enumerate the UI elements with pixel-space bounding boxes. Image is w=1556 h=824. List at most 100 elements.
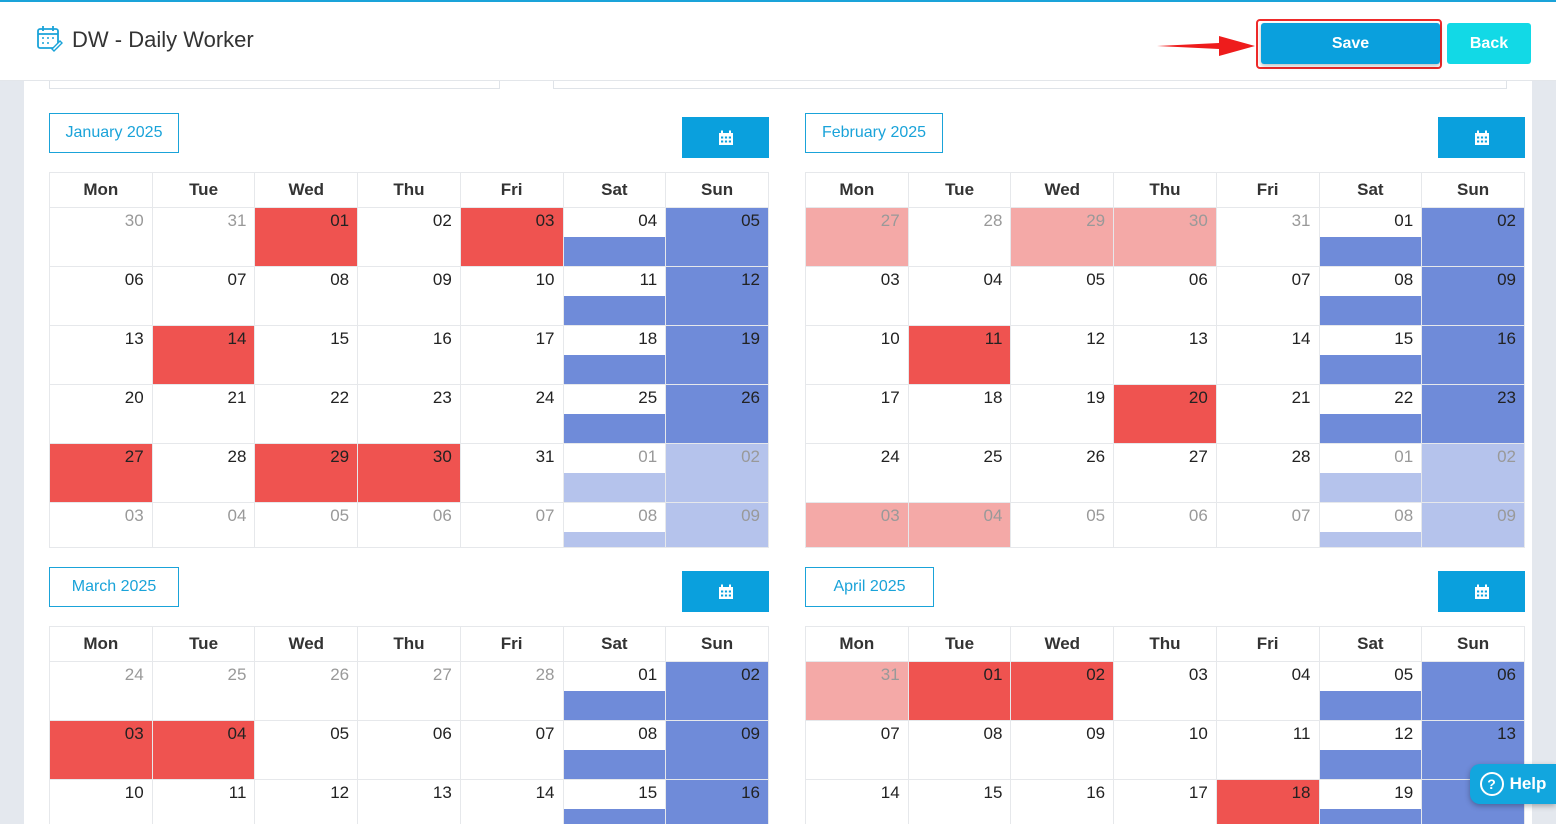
day-cell[interactable]: 22 [254,384,359,444]
day-cell[interactable]: 20 [1113,384,1217,444]
day-cell[interactable]: 10 [49,779,153,824]
day-cell[interactable]: 12 [254,779,359,824]
day-cell[interactable]: 03 [805,266,909,326]
month-label[interactable]: January 2025 [49,113,179,153]
day-cell[interactable]: 06 [1421,661,1525,721]
day-cell[interactable]: 21 [151,384,256,444]
day-cell[interactable]: 12 [665,266,769,326]
day-cell[interactable]: 05 [665,207,769,267]
day-cell[interactable]: 15 [562,779,667,824]
day-cell[interactable]: 02 [1421,207,1525,267]
day-cell[interactable]: 06 [49,266,153,326]
day-cell[interactable]: 11 [151,779,256,824]
day-cell[interactable]: 05 [254,502,359,548]
day-cell[interactable]: 26 [1010,443,1115,503]
save-button[interactable]: Save [1261,23,1440,64]
day-cell[interactable]: 07 [1215,266,1320,326]
day-cell[interactable]: 06 [357,720,461,780]
day-cell[interactable]: 15 [907,779,1012,824]
day-cell[interactable]: 10 [805,325,909,385]
day-cell[interactable]: 24 [805,443,909,503]
day-cell[interactable]: 04 [907,266,1012,326]
month-label[interactable]: April 2025 [805,567,934,607]
day-cell[interactable]: 28 [907,207,1012,267]
day-cell[interactable]: 25 [151,661,256,721]
day-cell[interactable]: 01 [1318,443,1423,503]
day-cell[interactable]: 08 [562,720,667,780]
day-cell[interactable]: 05 [1010,266,1115,326]
day-cell[interactable]: 02 [1010,661,1115,721]
day-cell[interactable]: 18 [562,325,667,385]
day-cell[interactable]: 09 [1421,502,1525,548]
day-cell[interactable]: 02 [665,661,769,721]
month-label[interactable]: February 2025 [805,113,943,153]
day-cell[interactable]: 08 [562,502,667,548]
day-cell[interactable]: 05 [254,720,359,780]
day-cell[interactable]: 19 [665,325,769,385]
day-cell[interactable]: 01 [254,207,359,267]
day-cell[interactable]: 04 [151,502,256,548]
day-cell[interactable]: 15 [1318,325,1423,385]
day-cell[interactable]: 04 [562,207,667,267]
day-cell[interactable]: 19 [1010,384,1115,444]
day-cell[interactable]: 19 [1318,779,1423,824]
day-cell[interactable]: 26 [665,384,769,444]
day-cell[interactable]: 17 [459,325,564,385]
back-button[interactable]: Back [1447,23,1531,64]
day-cell[interactable]: 27 [49,443,153,503]
day-cell[interactable]: 02 [1421,443,1525,503]
day-cell[interactable]: 11 [1215,720,1320,780]
day-cell[interactable]: 13 [49,325,153,385]
day-cell[interactable]: 27 [1113,443,1217,503]
day-cell[interactable]: 28 [1215,443,1320,503]
day-cell[interactable]: 05 [1318,661,1423,721]
day-cell[interactable]: 06 [357,502,461,548]
filter-field-left[interactable] [49,80,500,89]
day-cell[interactable]: 28 [151,443,256,503]
day-cell[interactable]: 03 [49,720,153,780]
day-cell[interactable]: 29 [254,443,359,503]
day-cell[interactable]: 11 [562,266,667,326]
day-cell[interactable]: 10 [1113,720,1217,780]
day-cell[interactable]: 22 [1318,384,1423,444]
day-cell[interactable]: 01 [562,443,667,503]
day-cell[interactable]: 31 [1215,207,1320,267]
day-cell[interactable]: 18 [907,384,1012,444]
day-cell[interactable]: 23 [357,384,461,444]
day-cell[interactable]: 13 [357,779,461,824]
month-label[interactable]: March 2025 [49,567,179,607]
day-cell[interactable]: 30 [49,207,153,267]
day-cell[interactable]: 16 [1010,779,1115,824]
day-cell[interactable]: 17 [805,384,909,444]
day-cell[interactable]: 01 [1318,207,1423,267]
day-cell[interactable]: 24 [459,384,564,444]
day-cell[interactable]: 30 [357,443,461,503]
day-cell[interactable]: 12 [1010,325,1115,385]
day-cell[interactable]: 03 [459,207,564,267]
day-cell[interactable]: 12 [1318,720,1423,780]
day-cell[interactable]: 31 [805,661,909,721]
day-cell[interactable]: 14 [459,779,564,824]
day-cell[interactable]: 07 [1215,502,1320,548]
day-cell[interactable]: 25 [562,384,667,444]
day-cell[interactable]: 02 [665,443,769,503]
calendar-picker-button[interactable] [1438,117,1525,158]
day-cell[interactable]: 09 [1010,720,1115,780]
day-cell[interactable]: 27 [805,207,909,267]
day-cell[interactable]: 25 [907,443,1012,503]
calendar-picker-button[interactable] [682,117,769,158]
day-cell[interactable]: 07 [459,720,564,780]
day-cell[interactable]: 08 [1318,502,1423,548]
day-cell[interactable]: 04 [151,720,256,780]
day-cell[interactable]: 09 [357,266,461,326]
day-cell[interactable]: 29 [1010,207,1115,267]
day-cell[interactable]: 06 [1113,266,1217,326]
day-cell[interactable]: 31 [151,207,256,267]
day-cell[interactable]: 03 [805,502,909,548]
day-cell[interactable]: 09 [665,502,769,548]
day-cell[interactable]: 03 [49,502,153,548]
day-cell[interactable]: 14 [1215,325,1320,385]
day-cell[interactable]: 24 [49,661,153,721]
day-cell[interactable]: 17 [1113,779,1217,824]
day-cell[interactable]: 20 [49,384,153,444]
